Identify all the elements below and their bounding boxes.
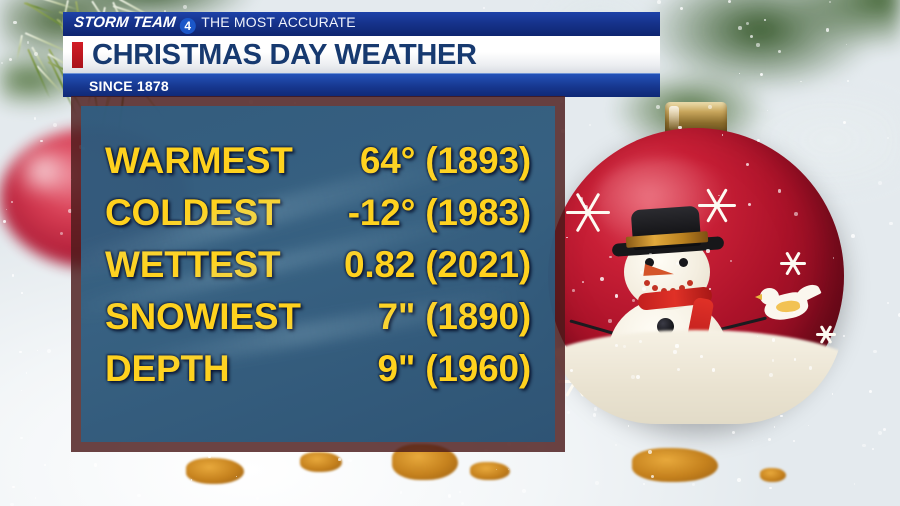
brand-name: STORM TEAM 4 THE MOST ACCURATE	[73, 14, 356, 34]
record-label: COLDEST	[105, 192, 281, 233]
bird-beak	[755, 294, 762, 300]
snowman-smile-dot	[687, 280, 693, 286]
title-bar: CHRISTMAS DAY WEATHER	[63, 36, 660, 73]
brand-bar: STORM TEAM 4 THE MOST ACCURATE	[63, 12, 660, 36]
snowman-smile-dot	[679, 285, 685, 291]
record-value: 7" (1890)	[377, 296, 531, 337]
record-label: DEPTH	[105, 348, 230, 389]
record-row: WETTEST 0.82 (2021)	[105, 246, 531, 298]
record-row: DEPTH 9" (1960)	[105, 350, 531, 402]
record-row: SNOWIEST 7" (1890)	[105, 298, 531, 350]
subtitle-text: SINCE 1878	[89, 77, 169, 94]
painted-snowflake	[780, 250, 806, 276]
bird-figure	[755, 281, 822, 330]
page-title: CHRISTMAS DAY WEATHER	[92, 38, 477, 71]
header-banner: STORM TEAM 4 THE MOST ACCURATE CHRISTMAS D…	[63, 12, 660, 97]
ornament-left-highlight	[8, 150, 78, 192]
amber-fragment	[300, 452, 342, 472]
amber-fragment	[632, 448, 718, 482]
brand-name-text: STORM TEAM	[73, 14, 177, 31]
snowman-smile-dot	[652, 285, 658, 291]
record-value: 0.82 (2021)	[343, 244, 531, 285]
record-row: COLDEST -12° (1983)	[105, 194, 531, 246]
red-accent-bar	[72, 42, 83, 68]
amber-fragment	[760, 468, 786, 482]
channel-4-badge: 4	[179, 18, 196, 34]
record-value: 64° (1893)	[359, 140, 531, 181]
record-label: SNOWIEST	[105, 296, 301, 337]
amber-fragment	[470, 462, 510, 480]
snowman-smile-dot	[644, 280, 650, 286]
christmas-ornament	[548, 102, 844, 424]
subtitle-bar: SINCE 1878	[63, 73, 660, 97]
snowman-eye-right	[679, 258, 688, 267]
snowman-eye-left	[645, 258, 654, 267]
records-panel: WARMEST 64° (1893) COLDEST -12° (1983) WETTE…	[71, 96, 565, 452]
amber-fragment	[186, 458, 244, 484]
painted-snowflake	[566, 190, 610, 234]
record-label: WETTEST	[105, 244, 281, 285]
brand-tagline: THE MOST ACCURATE	[200, 14, 356, 30]
records-list: WARMEST 64° (1893) COLDEST -12° (1983) WETTE…	[105, 142, 531, 402]
painted-snowflake	[698, 186, 736, 224]
record-row: WARMEST 64° (1893)	[105, 142, 531, 194]
bird-head	[760, 288, 779, 305]
records-panel-inner: WARMEST 64° (1893) COLDEST -12° (1983) WETTE…	[81, 106, 555, 442]
record-label: WARMEST	[105, 140, 293, 181]
ornament-snow-band	[548, 316, 844, 424]
record-value: 9" (1960)	[377, 348, 531, 389]
record-value: -12° (1983)	[347, 192, 532, 233]
